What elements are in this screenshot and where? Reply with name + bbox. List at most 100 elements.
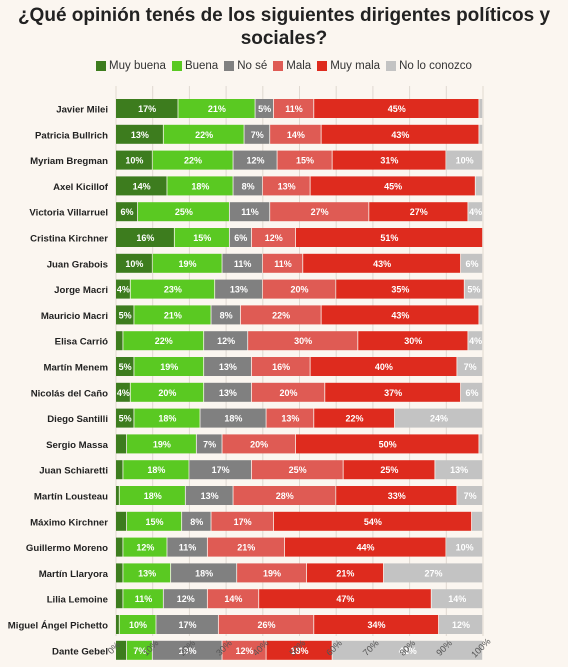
legend-label: No lo conozco [399,60,472,72]
data-label: 51% [380,233,398,243]
data-label: 21% [237,543,255,553]
data-label: 45% [388,104,406,114]
data-label: 18% [224,414,242,424]
bar-segment [431,589,483,609]
bar-segment [167,537,207,557]
bar-segment [116,486,119,505]
bar-segment [251,228,296,247]
data-label: 25% [380,465,398,475]
bar-segment [207,537,285,557]
data-label: 13% [281,414,299,424]
category-label: Sergio Massa [46,440,109,451]
bar-segment [127,640,152,660]
bar-segment [273,99,314,118]
bar-segment [229,202,270,222]
data-label: 5% [467,285,480,295]
bar-segment [468,202,483,222]
data-label: 22% [184,156,202,166]
bar-segment [435,460,483,480]
bar-segment [134,305,211,325]
data-label: 17% [138,104,156,114]
legend-label: Muy buena [109,60,166,72]
data-label: 8% [242,181,255,191]
bar-segment [479,305,483,325]
bar-segment [233,176,262,196]
data-label: 22% [155,336,173,346]
bar-segment [218,615,314,634]
bar-segment [255,99,274,118]
category-label: Jorge Macri [54,285,108,296]
bar-segment [116,382,130,402]
legend-swatch [317,61,328,71]
data-label: 11% [274,259,292,269]
bar-segment [314,99,479,118]
data-label: 35% [391,285,409,295]
category-label: Victoria Villarruel [29,208,108,219]
bar-segment [116,176,167,196]
category-label: Diego Santilli [47,414,108,425]
data-label: 12% [452,620,470,630]
chart-legend: Muy buena Buena No sé Mala Muy mala No lo con… [0,60,568,72]
bar-segment [284,537,446,557]
data-label: 6% [234,233,247,243]
data-label: 13% [278,181,296,191]
bar-segment [336,486,457,505]
bar-segment [163,124,244,144]
bar-segment [369,202,468,222]
legend-label: No sé [237,60,268,72]
bar-segment [215,279,262,299]
data-label: 33% [388,491,406,501]
data-label: 14% [448,594,466,604]
data-label: 15% [146,517,164,527]
category-label: Elisa Carrió [55,337,108,348]
data-label: 28% [276,491,294,501]
bar-segment [189,460,251,480]
category-label: Martín Lousteau [34,492,108,503]
data-label: 14% [133,181,151,191]
bar-segment [233,486,336,505]
data-label: 19% [179,646,197,656]
data-label: 37% [384,388,402,398]
bar-segment [200,408,266,428]
data-label: 24% [430,414,448,424]
bar-segment [479,99,483,118]
bar-segment [266,640,332,660]
bar-segment [475,176,483,196]
bar-segment [123,331,204,351]
bar-segment [138,202,229,222]
bar-segment [119,486,185,505]
bar-segment [116,279,130,299]
category-label: Juan Grabois [47,259,108,270]
data-label: 16% [272,362,290,372]
bar-segment [130,382,204,402]
bar-segment [479,124,483,144]
data-label: 15% [193,233,211,243]
bar-segment [332,640,483,660]
category-label: Axel Kicillof [53,182,109,193]
data-label: 47% [336,594,354,604]
data-label: 10% [129,620,147,630]
data-label: 5% [258,104,271,114]
data-label: 11% [135,594,153,604]
data-label: 25% [175,207,193,217]
bar-segment [171,563,237,583]
bar-segment [116,99,178,118]
bar-segment [167,176,233,196]
bar-segment [207,589,259,609]
data-label: 18% [290,646,308,656]
bar-segment [211,511,274,531]
data-label: 18% [191,181,209,191]
bar-segment [116,331,123,351]
legend-item: Buena [171,60,218,72]
data-label: 30% [404,336,422,346]
legend-swatch [273,61,284,71]
category-label: Martín Menem [43,363,108,374]
data-label: 19% [160,362,178,372]
bar-segment [233,150,277,170]
bar-segment [116,150,152,170]
legend-label: Mala [286,60,312,72]
data-label: 17% [179,620,197,630]
data-label: 8% [220,310,233,320]
category-label: Javier Milei [56,105,108,116]
bar-segment [259,589,431,609]
